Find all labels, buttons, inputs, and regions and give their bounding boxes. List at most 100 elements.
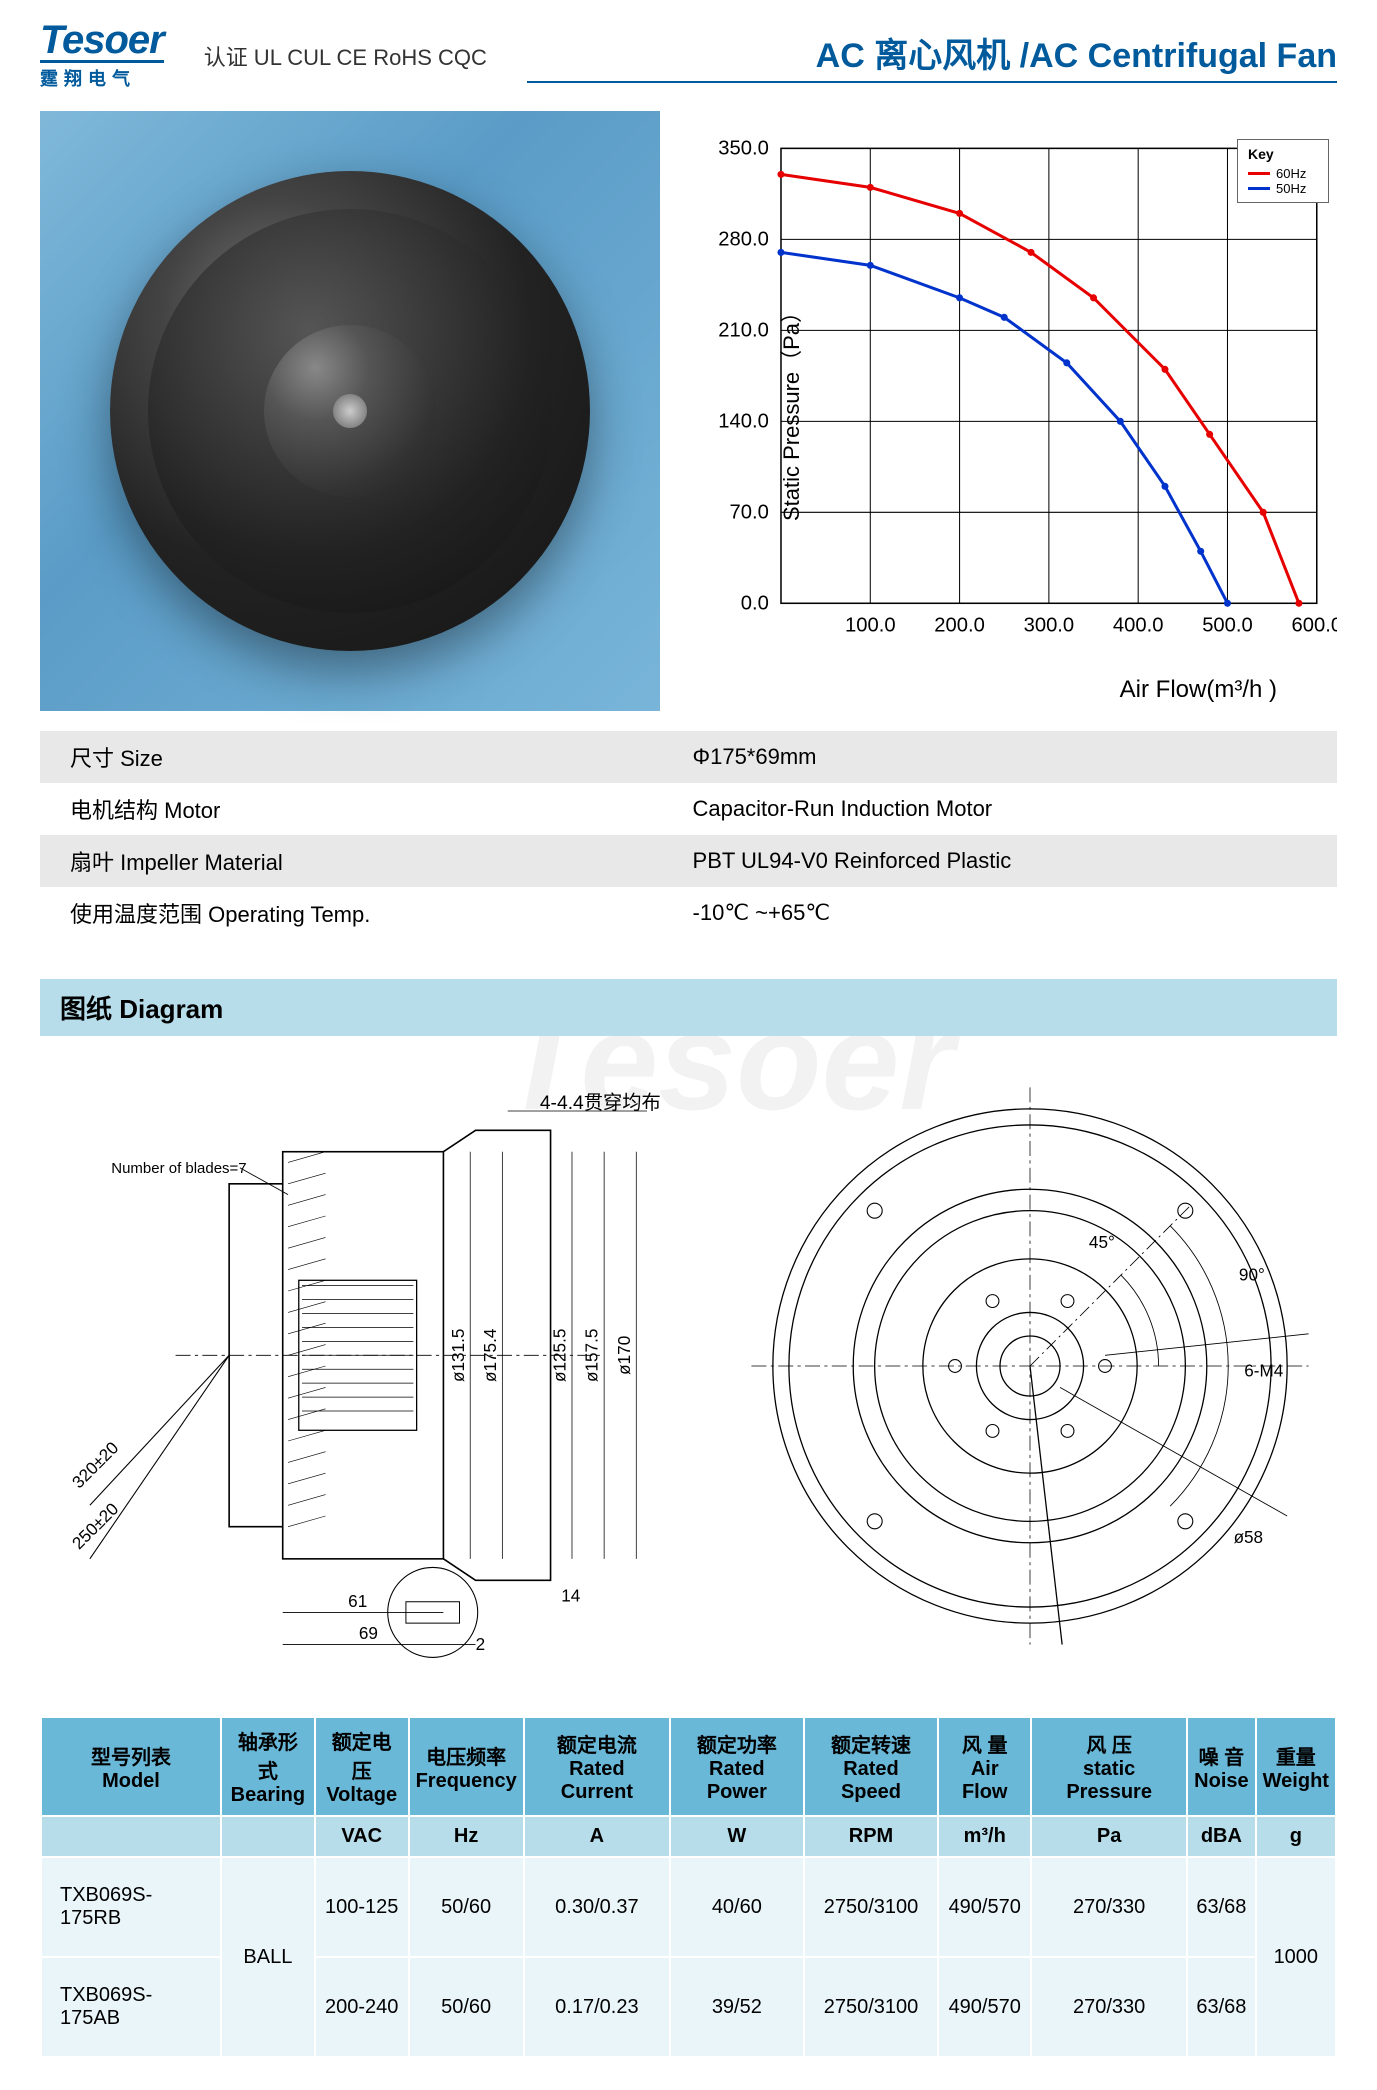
table-cell: 100-125 <box>315 1857 409 1957</box>
table-cell: BALL <box>221 1857 315 2057</box>
col-header: 型号列表Model <box>41 1717 221 1816</box>
table-cell: 490/570 <box>938 1957 1031 2057</box>
logo: Tesoer 霆翔电气 <box>40 20 164 91</box>
spec-label: 扇叶 Impeller Material <box>40 835 663 887</box>
svg-text:Number of blades=7: Number of blades=7 <box>111 1160 246 1177</box>
svg-text:280.0: 280.0 <box>718 228 769 250</box>
col-unit: m³/h <box>938 1816 1031 1857</box>
col-unit: dBA <box>1187 1816 1255 1857</box>
table-cell: 39/52 <box>670 1957 804 2057</box>
logo-text: Tesoer <box>40 20 164 63</box>
svg-text:500.0: 500.0 <box>1202 615 1253 637</box>
col-unit <box>41 1816 221 1857</box>
product-photo <box>40 111 660 711</box>
svg-text:70.0: 70.0 <box>730 501 769 523</box>
legend-swatch <box>1248 172 1270 175</box>
table-cell: 270/330 <box>1031 1857 1187 1957</box>
svg-text:100.0: 100.0 <box>845 615 896 637</box>
svg-text:ø175.4: ø175.4 <box>480 1328 500 1382</box>
spec-row: 电机结构 MotorCapacitor-Run Induction Motor <box>40 783 1337 835</box>
col-header: 噪 音Noise <box>1187 1717 1255 1816</box>
diagram-side-view: Number of blades=7320±20250±20ø131.5ø175… <box>47 1066 690 1666</box>
svg-text:4-4.4贯穿均布: 4-4.4贯穿均布 <box>540 1092 661 1114</box>
data-table: 型号列表Model轴承形式Bearing额定电压Voltage电压频率Frequ… <box>40 1716 1337 2058</box>
legend-swatch <box>1248 187 1270 190</box>
table-cell: 200-240 <box>315 1957 409 2057</box>
table-cell: 0.17/0.23 <box>524 1957 670 2057</box>
spec-value: -10℃ ~+65℃ <box>663 887 1337 939</box>
col-header: 电压频率Frequency <box>409 1717 524 1816</box>
col-unit: RPM <box>804 1816 939 1857</box>
col-header: 额定电流Rated Current <box>524 1717 670 1816</box>
table-cell: 50/60 <box>409 1857 524 1957</box>
certifications: 认证 UL CUL CE RoHS CQC <box>204 40 487 72</box>
table-cell: 50/60 <box>409 1957 524 2057</box>
svg-text:ø58: ø58 <box>1233 1527 1263 1547</box>
col-unit: W <box>670 1816 804 1857</box>
svg-text:320±20: 320±20 <box>68 1438 122 1492</box>
x-axis-label: Air Flow(m³/h ) <box>690 676 1337 704</box>
table-cell: 40/60 <box>670 1857 804 1957</box>
page-header: Tesoer 霆翔电气 认证 UL CUL CE RoHS CQC AC 离心风… <box>40 20 1337 91</box>
fan-render <box>110 171 590 651</box>
spec-value: PBT UL94-V0 Reinforced Plastic <box>663 835 1337 887</box>
col-header: 额定电压Voltage <box>315 1717 409 1816</box>
fan-hub <box>264 325 437 498</box>
col-header: 额定转速Rated Speed <box>804 1717 939 1816</box>
table-cell: 270/330 <box>1031 1957 1187 2057</box>
spec-row: 尺寸 SizeΦ175*69mm <box>40 731 1337 783</box>
chart-legend: Key 60Hz50Hz <box>1237 139 1329 203</box>
table-cell: 2750/3100 <box>804 1857 939 1957</box>
spec-value: Φ175*69mm <box>663 731 1337 783</box>
svg-text:2: 2 <box>476 1634 486 1654</box>
svg-text:69: 69 <box>359 1623 378 1643</box>
spec-label: 电机结构 Motor <box>40 783 663 835</box>
performance-chart: Static Pressure（Pa） 100.0 200.0 300.0 400.0… <box>690 111 1337 711</box>
col-header: 重量Weight <box>1256 1717 1336 1816</box>
svg-text:400.0: 400.0 <box>1113 615 1164 637</box>
svg-text:200.0: 200.0 <box>934 615 985 637</box>
table-row: TXB069S-175RBBALL100-12550/600.30/0.3740… <box>41 1857 1336 1957</box>
svg-text:140.0: 140.0 <box>718 410 769 432</box>
diagram-heading: 图纸 Diagram <box>40 979 1337 1036</box>
spec-row: 扇叶 Impeller MaterialPBT UL94-V0 Reinforc… <box>40 835 1337 887</box>
table-cell: 490/570 <box>938 1857 1031 1957</box>
table-cell: TXB069S-175RB <box>41 1857 221 1957</box>
spec-value: Capacitor-Run Induction Motor <box>663 783 1337 835</box>
svg-text:210.0: 210.0 <box>718 319 769 341</box>
svg-text:14: 14 <box>561 1586 581 1606</box>
y-axis-label: Static Pressure（Pa） <box>774 301 806 521</box>
svg-text:ø170: ø170 <box>614 1336 634 1375</box>
table-cell: 63/68 <box>1187 1857 1255 1957</box>
col-header: 风 压static Pressure <box>1031 1717 1187 1816</box>
svg-text:250±20: 250±20 <box>68 1499 122 1553</box>
svg-text:0.0: 0.0 <box>741 592 769 614</box>
diagram-area: Number of blades=7320±20250±20ø131.5ø175… <box>40 1046 1337 1686</box>
legend-label: 50Hz <box>1276 181 1306 196</box>
spec-table: 尺寸 SizeΦ175*69mm电机结构 MotorCapacitor-Run … <box>40 731 1337 939</box>
legend-label: 60Hz <box>1276 166 1306 181</box>
table-cell: 2750/3100 <box>804 1957 939 2057</box>
svg-text:ø157.5: ø157.5 <box>582 1329 602 1382</box>
legend-item: 50Hz <box>1248 181 1318 196</box>
col-header: 风 量Air Flow <box>938 1717 1031 1816</box>
spec-label: 使用温度范围 Operating Temp. <box>40 887 663 939</box>
table-cell: 0.30/0.37 <box>524 1857 670 1957</box>
spec-row: 使用温度范围 Operating Temp.-10℃ ~+65℃ <box>40 887 1337 939</box>
col-unit: Pa <box>1031 1816 1187 1857</box>
col-unit: Hz <box>409 1816 524 1857</box>
col-header: 轴承形式Bearing <box>221 1717 315 1816</box>
col-unit: A <box>524 1816 670 1857</box>
table-cell: 63/68 <box>1187 1957 1255 2057</box>
svg-text:600.0: 600.0 <box>1292 615 1338 637</box>
table-cell: 1000 <box>1256 1857 1336 2057</box>
legend-item: 60Hz <box>1248 166 1318 181</box>
col-unit <box>221 1816 315 1857</box>
page-title: AC 离心风机 /AC Centrifugal Fan <box>527 28 1337 83</box>
svg-text:6-M4: 6-M4 <box>1244 1361 1283 1381</box>
svg-text:ø125.5: ø125.5 <box>550 1329 570 1382</box>
table-cell: TXB069S-175AB <box>41 1957 221 2057</box>
svg-text:90°: 90° <box>1239 1264 1265 1284</box>
diagram-front-view: 45°90°6-M4ø58 <box>730 1066 1330 1666</box>
svg-text:300.0: 300.0 <box>1024 615 1075 637</box>
